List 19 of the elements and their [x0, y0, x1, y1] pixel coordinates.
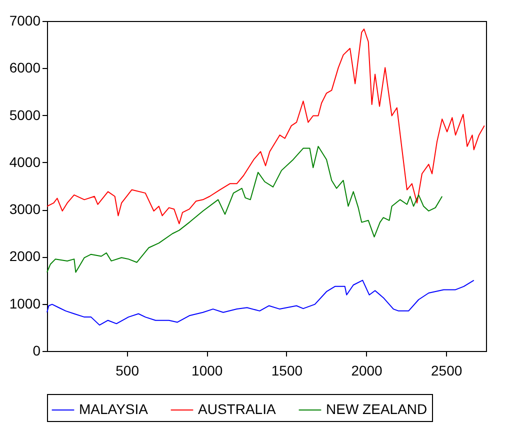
x-tick-label: 2500 [431, 362, 462, 378]
y-tick-label: 1000 [9, 295, 41, 312]
x-tick-label: 2000 [351, 362, 383, 378]
y-tick-label: 0 [32, 342, 41, 358]
line-series [46, 146, 443, 273]
y-tick-label: 3000 [9, 201, 41, 218]
y-tick-label: 6000 [9, 60, 41, 76]
x-tick-label: 1000 [192, 362, 223, 378]
legend-label: MALAYSIA [79, 401, 149, 417]
x-tick-label: 500 [116, 362, 140, 378]
y-tick-label: 2000 [9, 248, 41, 264]
legend-label: NEW ZEALAND [326, 401, 428, 417]
legend-label: AUSTRALIA [198, 401, 276, 417]
y-tick-label: 7000 [9, 12, 41, 28]
y-tick-label: 5000 [9, 106, 41, 123]
y-tick-label: 4000 [9, 154, 41, 170]
x-tick-label: 1500 [271, 362, 303, 378]
line-series [46, 28, 485, 224]
line-series [46, 280, 474, 326]
